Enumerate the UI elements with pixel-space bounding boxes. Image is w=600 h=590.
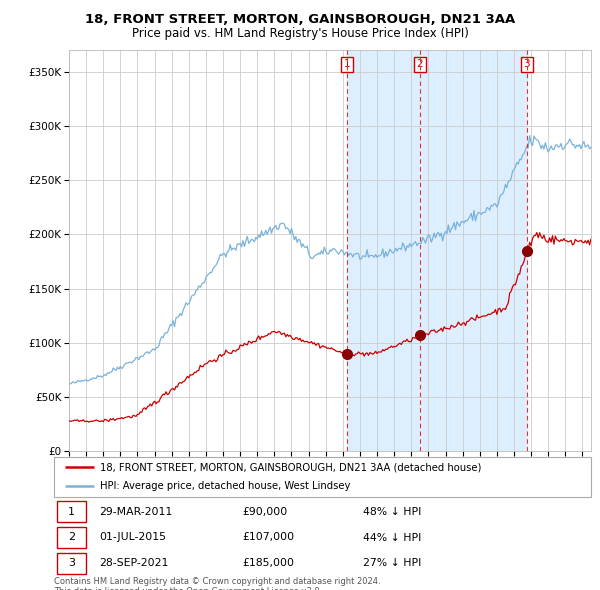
Text: 1: 1 [343,59,350,69]
Text: 48% ↓ HPI: 48% ↓ HPI [363,507,421,517]
Text: 28-SEP-2021: 28-SEP-2021 [100,558,169,568]
FancyBboxPatch shape [56,502,86,522]
Bar [347,50,527,451]
Text: £185,000: £185,000 [242,558,294,568]
FancyBboxPatch shape [54,457,591,497]
Text: 18, FRONT STREET, MORTON, GAINSBOROUGH, DN21 3AA: 18, FRONT STREET, MORTON, GAINSBOROUGH, … [85,13,515,26]
FancyBboxPatch shape [56,527,86,548]
Text: 44% ↓ HPI: 44% ↓ HPI [363,533,421,542]
Text: 3: 3 [523,59,530,69]
Text: 27% ↓ HPI: 27% ↓ HPI [363,558,421,568]
Text: 1: 1 [68,507,75,517]
Text: Contains HM Land Registry data © Crown copyright and database right 2024.
This d: Contains HM Land Registry data © Crown c… [54,577,380,590]
Text: Price paid vs. HM Land Registry's House Price Index (HPI): Price paid vs. HM Land Registry's House … [131,27,469,40]
Text: 2: 2 [416,59,423,69]
Text: £90,000: £90,000 [242,507,287,517]
Text: HPI: Average price, detached house, West Lindsey: HPI: Average price, detached house, West… [100,481,350,491]
Text: 2: 2 [68,533,75,542]
Text: £107,000: £107,000 [242,533,294,542]
Text: 29-MAR-2011: 29-MAR-2011 [100,507,173,517]
Text: 01-JUL-2015: 01-JUL-2015 [100,533,167,542]
Text: 18, FRONT STREET, MORTON, GAINSBOROUGH, DN21 3AA (detached house): 18, FRONT STREET, MORTON, GAINSBOROUGH, … [100,463,481,473]
Text: 3: 3 [68,558,75,568]
FancyBboxPatch shape [56,553,86,573]
